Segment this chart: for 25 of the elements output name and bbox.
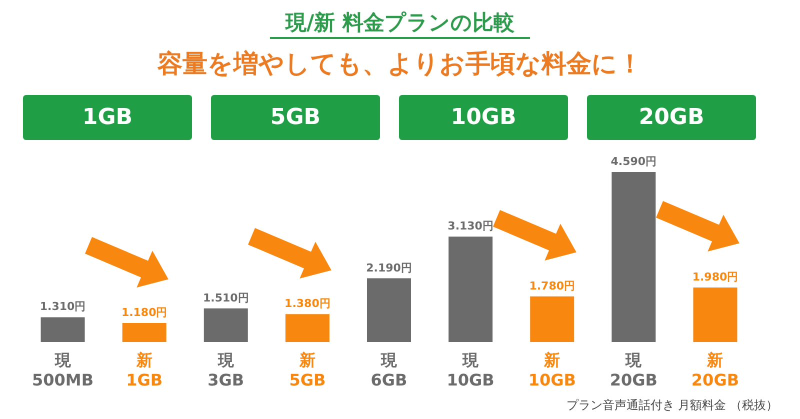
data-label: 1.310円 — [40, 300, 86, 314]
x-tick-label: 現 6GB — [370, 350, 408, 390]
header-banner: 5GB — [211, 95, 380, 140]
x-tick-label: 現 10GB — [446, 350, 494, 390]
x-tick-label: 新 20GB — [691, 350, 740, 390]
header-banner: 20GB — [587, 95, 756, 140]
data-label: 4.590円 — [610, 155, 657, 168]
header-banner: 1GB — [23, 95, 192, 140]
data-label: 1.180円 — [121, 306, 168, 319]
x-tick-label: 現 20GB — [610, 350, 658, 390]
chart-subtitle: 容量を増やしても、よりお手頃な料金に！ — [156, 49, 642, 78]
data-label: 1.780円 — [529, 279, 576, 292]
x-tick-label: 現 3GB — [208, 350, 244, 390]
x-tick-label: 新 10GB — [528, 350, 576, 390]
x-tick-label: 現 500MB — [32, 350, 94, 390]
header-banner: 10GB — [399, 95, 568, 140]
data-label: 1.380円 — [284, 297, 330, 310]
x-tick-label: 新 5GB — [289, 350, 326, 390]
data-label: 3.130円 — [448, 220, 494, 233]
chart-title: 現/新 料金プランの比較 — [284, 10, 516, 34]
data-label: 1.980円 — [692, 270, 738, 284]
data-label: 2.190円 — [366, 261, 412, 274]
x-tick-label: 新 1GB — [126, 350, 163, 390]
text: プラン音声通話付き 月額料金 （税抜） — [566, 397, 778, 414]
data-label: 1.510円 — [202, 291, 249, 304]
